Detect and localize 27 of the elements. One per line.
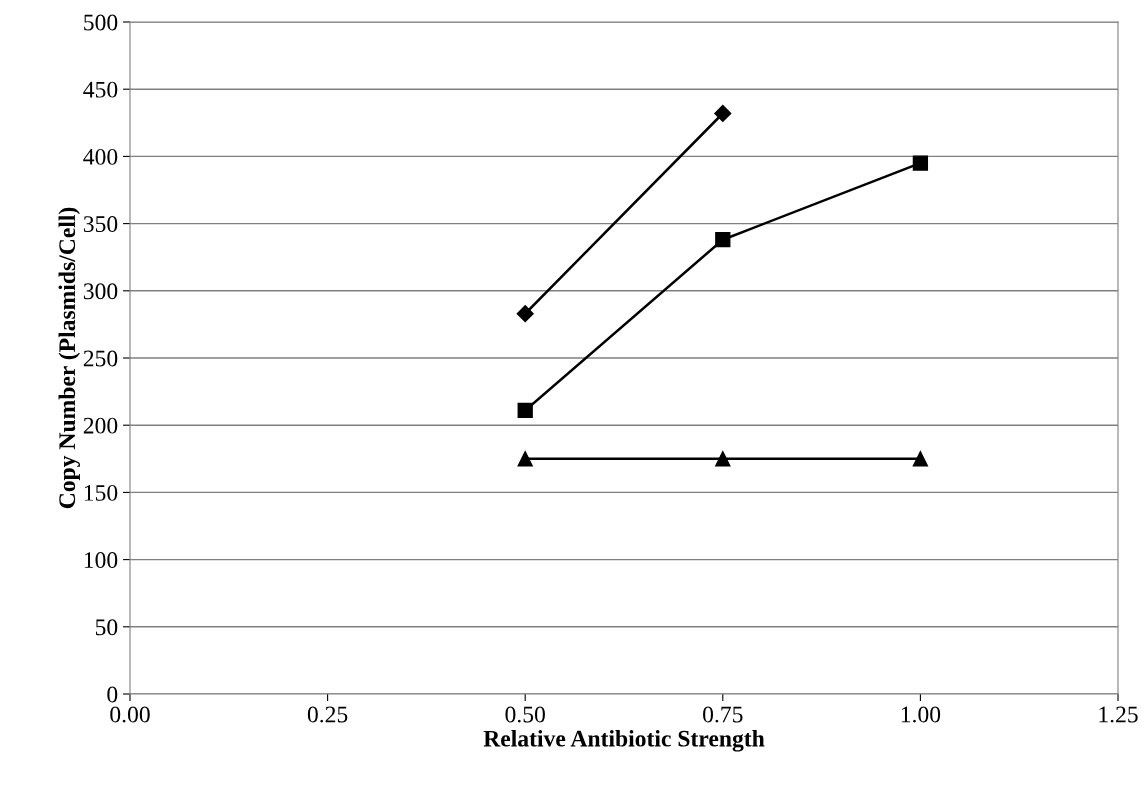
y-tick-label: 500 (84, 14, 118, 31)
x-tick-label: 1.00 (901, 706, 941, 723)
point (517, 451, 533, 467)
x-tick-label: 1.25 (1099, 706, 1138, 723)
x-tick-label: 0.75 (703, 706, 743, 723)
x-tick-label: 0.25 (307, 706, 348, 723)
x-tick-label: 0.00 (110, 706, 150, 723)
y-tick-label: 100 (84, 552, 118, 569)
y-tick-label: 350 (83, 216, 118, 233)
y-tick-label: 300 (83, 283, 118, 300)
point (912, 451, 929, 467)
point (715, 451, 731, 467)
point (912, 155, 929, 171)
point (517, 402, 533, 419)
y-tick-label: 50 (95, 619, 118, 636)
y-tick-label: 200 (83, 417, 118, 434)
y-tick-label: 400 (83, 148, 118, 165)
y-tick-label: 250 (83, 350, 118, 367)
y-tick-label: 0 (107, 686, 118, 703)
point (714, 104, 732, 122)
point (715, 232, 731, 248)
x-tick-label: 0.50 (505, 706, 545, 723)
y-tick-label: 150 (84, 484, 118, 501)
y-axis-title: Copy Number (Plasmids/Cell) (58, 207, 80, 509)
point (516, 305, 534, 323)
x-axis-title: Relative Antibiotic Strength (483, 730, 765, 752)
y-tick-label: 450 (83, 81, 118, 98)
